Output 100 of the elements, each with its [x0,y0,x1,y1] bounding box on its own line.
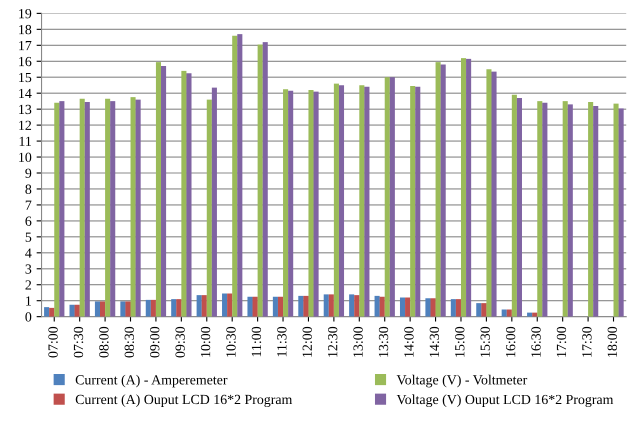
bar [506,309,512,317]
bar [374,296,380,317]
bar [618,108,624,317]
x-tick-label: 11:30 [277,326,287,356]
bar [460,58,466,317]
bar [150,300,156,317]
bar [303,296,308,317]
bar [532,312,538,317]
x-tick-label: 13:00 [353,326,363,357]
x-tick-label: 13:30 [378,326,388,357]
bar [272,296,278,317]
x-tick-label: 11:00 [252,326,262,356]
bar [288,90,294,317]
y-tick-label: 1 [26,296,31,306]
bar [49,308,54,317]
bar [405,298,410,317]
bar [202,295,207,317]
y-tick-label: 17 [19,40,32,50]
y-tick-label: 15 [19,72,32,82]
bar [258,44,263,317]
y-tick-label: 18 [19,24,32,34]
bar [450,299,456,317]
y-tick-label: 19 [19,9,32,18]
legend-label: Voltage (V) - Voltmeter [396,374,528,388]
legend-label: Voltage (V) Ouput LCD 16*2 Program [396,394,614,408]
bar [384,77,390,317]
bar [186,73,192,317]
bar [400,298,406,317]
x-tick-label: 18:00 [608,326,618,357]
y-tick-label: 7 [26,200,32,210]
bar [324,294,329,317]
bar [410,86,416,317]
bar [54,102,60,317]
y-tick-label: 6 [25,216,32,226]
bar [425,298,430,317]
x-tick-label: 14:00 [404,326,414,357]
bar [354,295,360,317]
y-tick-label: 16 [19,56,32,66]
bar [588,102,594,317]
x-tick-label: 07:00 [48,326,58,358]
y-tick-label: 8 [25,184,32,194]
bar [359,85,364,317]
y-tick-label: 2 [25,280,32,290]
bar [181,70,186,317]
bar [161,66,166,317]
y-tick-label: 10 [19,152,32,162]
bar [232,36,238,317]
bar [74,304,80,317]
bar [146,300,151,317]
x-tick-label: 08:30 [124,326,134,358]
bar [436,62,441,317]
bar [415,86,420,317]
bar [59,101,64,317]
bar [227,294,232,317]
bar [328,294,334,317]
bar [94,301,100,317]
bar [512,94,517,317]
bar [338,85,344,317]
x-tick-label: 17:00 [556,326,566,357]
bar [502,309,507,317]
bar [390,77,395,317]
x-tick-label: 16:00 [506,326,516,357]
x-tick-label: 10:30 [226,326,236,357]
y-tick-label: 11 [20,136,31,146]
bar [44,307,50,317]
bar [298,296,304,317]
y-tick-label: 12 [19,120,32,130]
bar [171,299,176,317]
x-tick-label: 14:30 [430,326,440,357]
bar [278,296,284,317]
bar [476,303,482,317]
bar [364,86,370,317]
x-tick-label: 17:30 [582,326,592,357]
bar [120,301,126,317]
y-tick-label: 14 [19,88,32,98]
x-tick-label: 12:00 [302,326,312,357]
bar [156,62,162,317]
x-tick-label: 15:00 [455,326,465,357]
bar [136,100,141,317]
x-tick-label: 12:30 [328,326,338,357]
bar [237,34,242,317]
bar [105,98,110,317]
bar [100,301,106,317]
bar [196,295,202,317]
bar [456,299,461,317]
bar [130,97,136,317]
y-tick-label: 13 [19,104,32,114]
bar [222,294,228,317]
bar [314,92,319,317]
legend-label: Current (A) - Amperemeter [76,374,228,388]
x-tick-label: 15:30 [480,326,490,357]
bar [562,101,568,317]
bar [542,102,548,317]
bar [491,72,497,317]
x-tick-label: 10:00 [200,326,210,357]
bar [440,64,446,317]
bar [247,296,253,317]
bar [568,104,573,317]
bar [252,296,258,317]
y-tick-label: 4 [25,248,32,258]
